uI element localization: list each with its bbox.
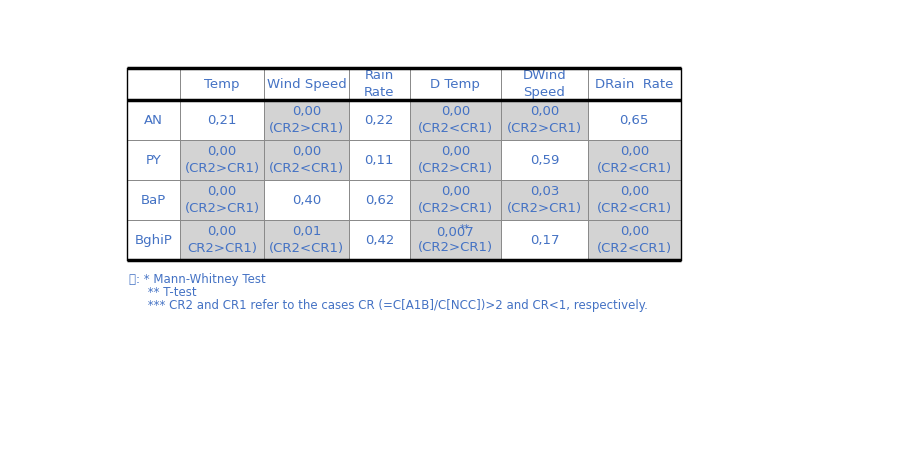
Text: 0,00
(CR2>CR1): 0,00 (CR2>CR1) [184,145,260,175]
Text: 0,65: 0,65 [619,114,649,127]
Bar [264,220,349,260]
Text: 0,21: 0,21 [207,114,237,127]
Bar [501,100,587,141]
Text: Rain
Rate: Rain Rate [364,69,395,99]
Bar [180,220,264,260]
Text: 0,00
(CR2>CR1): 0,00 (CR2>CR1) [269,105,344,135]
Bar [349,68,410,100]
Text: 0,007: 0,007 [437,226,474,239]
Text: 0,01
(CR2<CR1): 0,01 (CR2<CR1) [269,226,344,255]
Text: 0,59: 0,59 [529,154,559,167]
Bar [410,141,501,180]
Text: 0,00
(CR2>CR1): 0,00 (CR2>CR1) [418,185,493,215]
Bar [501,180,587,220]
Text: 주: * Mann-Whitney Test: 주: * Mann-Whitney Test [129,273,266,286]
Bar [587,68,681,100]
Bar [410,68,501,100]
Text: 0,22: 0,22 [365,114,394,127]
Text: 0,00
CR2>CR1): 0,00 CR2>CR1) [187,226,257,255]
Text: 0,00
(CR2<CR1): 0,00 (CR2<CR1) [597,185,672,215]
Text: 0,40: 0,40 [291,194,321,207]
Bar [349,220,410,260]
Bar [349,100,410,141]
Text: 0,00
(CR2<CR1): 0,00 (CR2<CR1) [269,145,344,175]
Text: BaP: BaP [141,194,166,207]
Text: 0,17: 0,17 [529,234,559,247]
Bar [180,180,264,220]
Bar [410,220,501,260]
Bar [264,100,349,141]
Text: **: ** [460,224,470,234]
Bar [349,180,410,220]
Text: 0,00
(CR2>CR1): 0,00 (CR2>CR1) [507,105,582,135]
Bar [264,141,349,180]
Bar [127,68,180,100]
Bar [501,141,587,180]
Text: 0,00
(CR2<CR1): 0,00 (CR2<CR1) [597,226,672,255]
Bar [410,180,501,220]
Text: Temp: Temp [204,78,240,91]
Text: 0,00
(CR2>CR1): 0,00 (CR2>CR1) [418,145,493,175]
Text: 0,00
(CR2>CR1): 0,00 (CR2>CR1) [184,185,260,215]
Text: AN: AN [144,114,163,127]
Bar [501,220,587,260]
Text: (CR2>CR1): (CR2>CR1) [418,241,493,254]
Bar [180,141,264,180]
Bar [587,141,681,180]
Bar [501,68,587,100]
Text: BghiP: BghiP [135,234,173,247]
Bar [127,180,180,220]
Bar [410,100,501,141]
Text: 0,11: 0,11 [365,154,394,167]
Bar [180,68,264,100]
Bar [349,141,410,180]
Bar [127,141,180,180]
Text: Wind Speed: Wind Speed [267,78,346,91]
Bar [127,220,180,260]
Text: DWind
Speed: DWind Speed [522,69,567,99]
Bar [587,100,681,141]
Text: *** CR2 and CR1 refer to the cases CR (=C[A1B]/C[NCC])>2 and CR<1, respectively.: *** CR2 and CR1 refer to the cases CR (=… [129,299,648,312]
Text: DRain  Rate: DRain Rate [595,78,674,91]
Text: 0,00
(CR2<CR1): 0,00 (CR2<CR1) [597,145,672,175]
Text: 0,42: 0,42 [365,234,394,247]
Text: PY: PY [146,154,162,167]
Bar [264,68,349,100]
Text: 0,62: 0,62 [365,194,394,207]
Bar [587,220,681,260]
Bar [264,180,349,220]
Bar [127,100,180,141]
Text: D Temp: D Temp [430,78,480,91]
Bar [180,100,264,141]
Text: 0,00
(CR2<CR1): 0,00 (CR2<CR1) [418,105,493,135]
Text: 0,03
(CR2>CR1): 0,03 (CR2>CR1) [507,185,582,215]
Bar [587,180,681,220]
Text: ** T-test: ** T-test [129,286,197,299]
